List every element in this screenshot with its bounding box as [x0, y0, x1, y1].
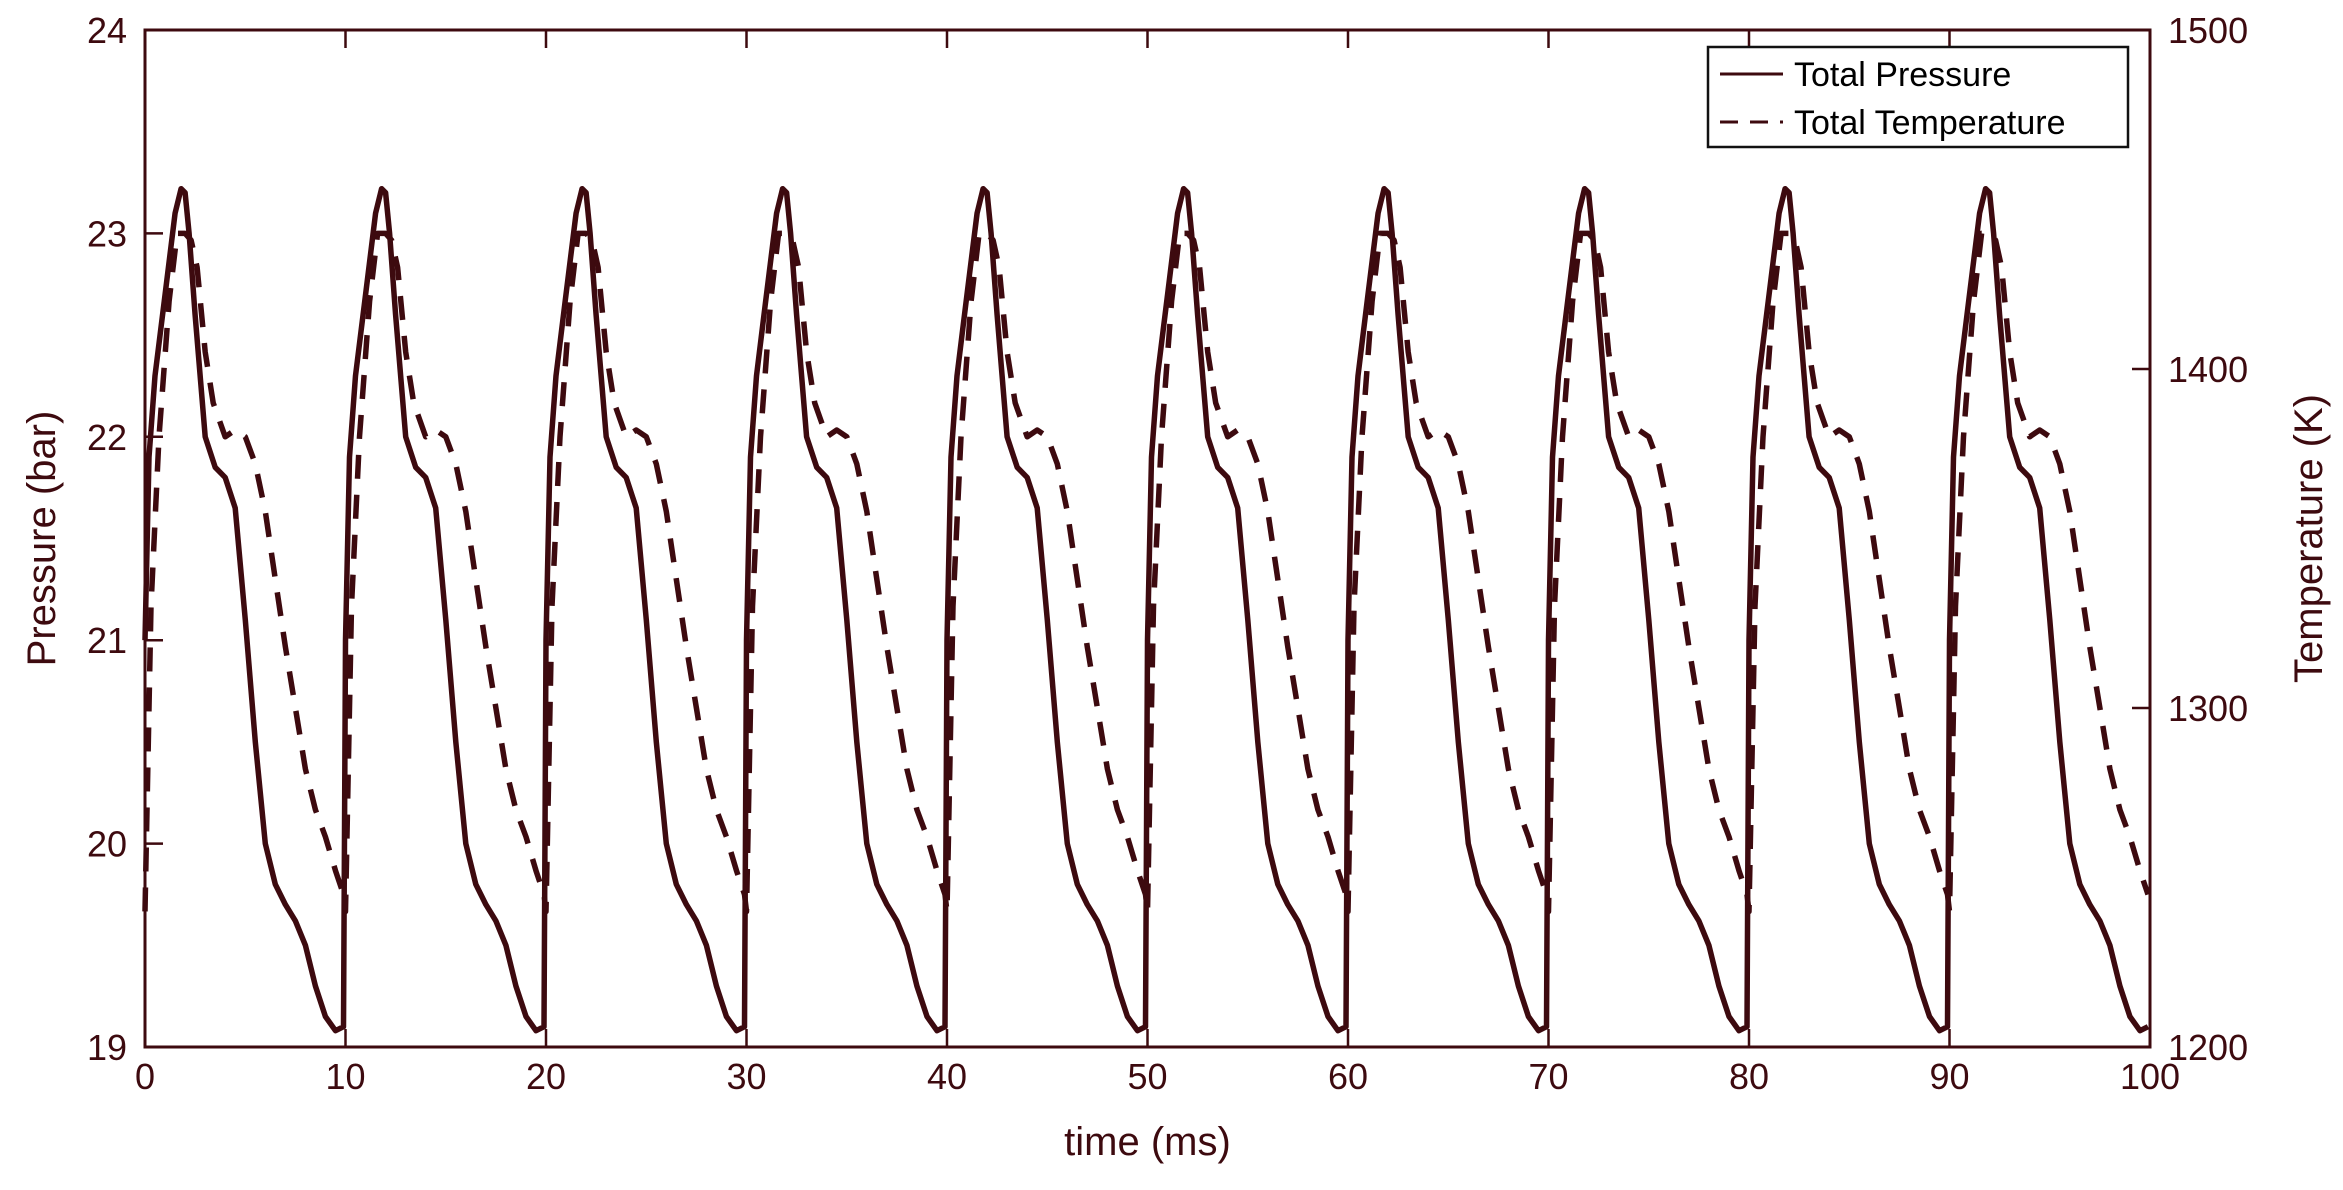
x-axis-label: time (ms) [1064, 1120, 1231, 1164]
x-tick-label: 0 [135, 1056, 155, 1097]
x-tick-label: 60 [1328, 1056, 1368, 1097]
x-tick-label: 90 [1929, 1056, 1969, 1097]
x-tick-label: 30 [726, 1056, 766, 1097]
legend-entry-total-temperature: Total Temperature [1794, 104, 2066, 142]
x-tick-label: 10 [325, 1056, 365, 1097]
y-left-tick-label: 20 [87, 824, 127, 865]
y-left-tick-label: 22 [87, 417, 127, 458]
x-tick-label: 70 [1528, 1056, 1568, 1097]
y-right-tick-label: 1200 [2168, 1027, 2248, 1068]
legend-box [1706, 45, 2130, 149]
y-right-tick-label: 1300 [2168, 688, 2248, 729]
y-left-tick-label: 23 [87, 213, 127, 254]
y-right-tick-label: 1500 [2168, 10, 2248, 51]
series-line-total-temperature [142, 230, 2151, 915]
y-left-tick-label: 24 [87, 10, 127, 51]
y-axis-right-label: Temperature (K) [2287, 394, 2331, 683]
x-tick-label: 80 [1729, 1056, 1769, 1097]
y-right-tick-label: 1400 [2168, 349, 2248, 390]
legend: Total Pressure Total Temperature [1706, 45, 2130, 149]
x-tick-label: 20 [526, 1056, 566, 1097]
x-tick-label: 50 [1127, 1056, 1167, 1097]
tick-layer: 0 10 20 30 40 50 60 70 80 90 100 19 20 21 22 23 24 1200 13… [87, 10, 2248, 1097]
legend-entry-total-pressure: Total Pressure [1794, 56, 2011, 94]
series-layer [142, 185, 2151, 1034]
y-left-tick-label: 19 [87, 1027, 127, 1068]
x-tick-label: 40 [927, 1056, 967, 1097]
x-tick-label: 100 [2120, 1056, 2180, 1097]
y-left-tick-label: 21 [87, 620, 127, 661]
y-axis-left-label: Pressure (bar) [20, 411, 64, 667]
